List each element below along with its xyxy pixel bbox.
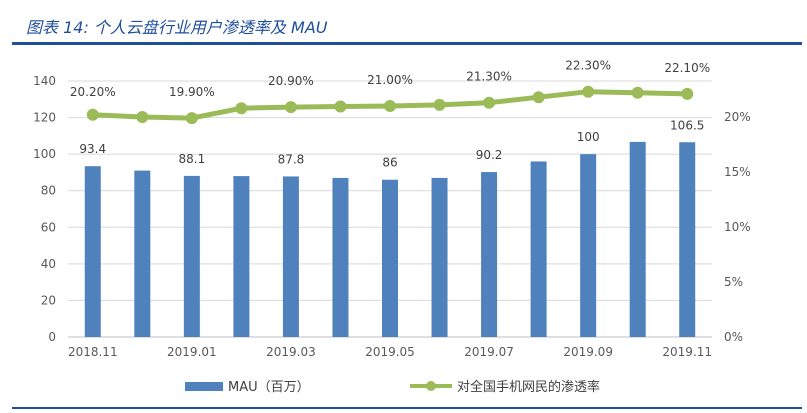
left-tick-label: 0 <box>48 330 56 344</box>
line-point <box>334 100 347 113</box>
line-data-label: 19.90% <box>169 85 215 99</box>
bar <box>84 166 101 337</box>
legend-line-label: 对全国手机网民的渗透率 <box>457 379 600 395</box>
line-point <box>582 85 595 98</box>
line-data-label: 21.30% <box>466 70 512 84</box>
line-point <box>483 96 496 109</box>
legend-line-marker <box>426 381 436 391</box>
left-tick-label: 80 <box>41 184 56 198</box>
x-tick-label: 2019.07 <box>464 345 514 359</box>
bar <box>431 177 448 337</box>
bar-data-label: 88.1 <box>178 152 205 166</box>
bar-data-label: 90.2 <box>476 148 503 162</box>
bar-data-label: 86 <box>382 156 397 170</box>
bar <box>679 142 696 337</box>
line-point <box>136 111 149 123</box>
x-tick-label: 2019.11 <box>662 345 712 359</box>
line-point <box>681 87 694 100</box>
left-tick-label: 60 <box>41 220 56 234</box>
line-data-label: 20.90% <box>268 74 314 88</box>
line-point <box>284 101 297 114</box>
left-tick-label: 140 <box>33 74 56 88</box>
bar-data-label: 106.5 <box>670 118 704 132</box>
x-tick-label: 2019.01 <box>167 345 217 359</box>
bar-data-label: 93.4 <box>79 142 106 156</box>
chart-title: 图表 14: 个人云盘行业用户渗透率及 MAU <box>26 18 328 37</box>
x-tick-label: 2019.05 <box>365 345 415 359</box>
bar <box>134 170 151 337</box>
bar <box>530 161 547 337</box>
line-data-label: 21.00% <box>367 73 413 87</box>
bottom-rule <box>12 407 802 409</box>
bar-data-label: 87.8 <box>278 152 305 166</box>
bar <box>282 176 299 337</box>
bar <box>332 177 349 337</box>
line-point <box>532 91 545 104</box>
bar <box>629 141 646 337</box>
bar <box>481 172 498 337</box>
line-data-label: 22.10% <box>664 61 710 75</box>
x-tick-label: 2018.11 <box>68 345 118 359</box>
line-point <box>433 98 446 111</box>
left-tick-label: 120 <box>33 111 56 125</box>
line-data-label: 22.30% <box>565 59 611 73</box>
bar <box>233 176 250 337</box>
left-tick-label: 20 <box>41 293 56 307</box>
left-tick-label: 100 <box>33 147 56 161</box>
title-rule <box>12 42 802 45</box>
bar-data-label: 100 <box>577 130 600 144</box>
line-point <box>86 108 99 121</box>
left-tick-label: 40 <box>41 257 56 271</box>
line-point <box>384 100 396 112</box>
line-point <box>235 102 248 115</box>
right-tick-label: 10% <box>724 220 751 234</box>
right-tick-label: 0% <box>724 330 743 344</box>
legend-bar-swatch <box>185 382 223 391</box>
legend-bar-label: MAU（百万） <box>228 380 310 395</box>
right-tick-label: 5% <box>724 275 743 289</box>
line-data-label: 20.20% <box>70 85 116 99</box>
x-tick-label: 2019.03 <box>266 345 316 359</box>
right-tick-label: 20% <box>724 110 751 124</box>
bar <box>382 179 398 337</box>
x-tick-label: 2019.09 <box>563 345 613 359</box>
right-tick-label: 15% <box>724 165 751 179</box>
line-point <box>631 86 644 99</box>
bar <box>580 154 597 337</box>
bar <box>183 175 200 337</box>
line-point <box>185 112 198 125</box>
